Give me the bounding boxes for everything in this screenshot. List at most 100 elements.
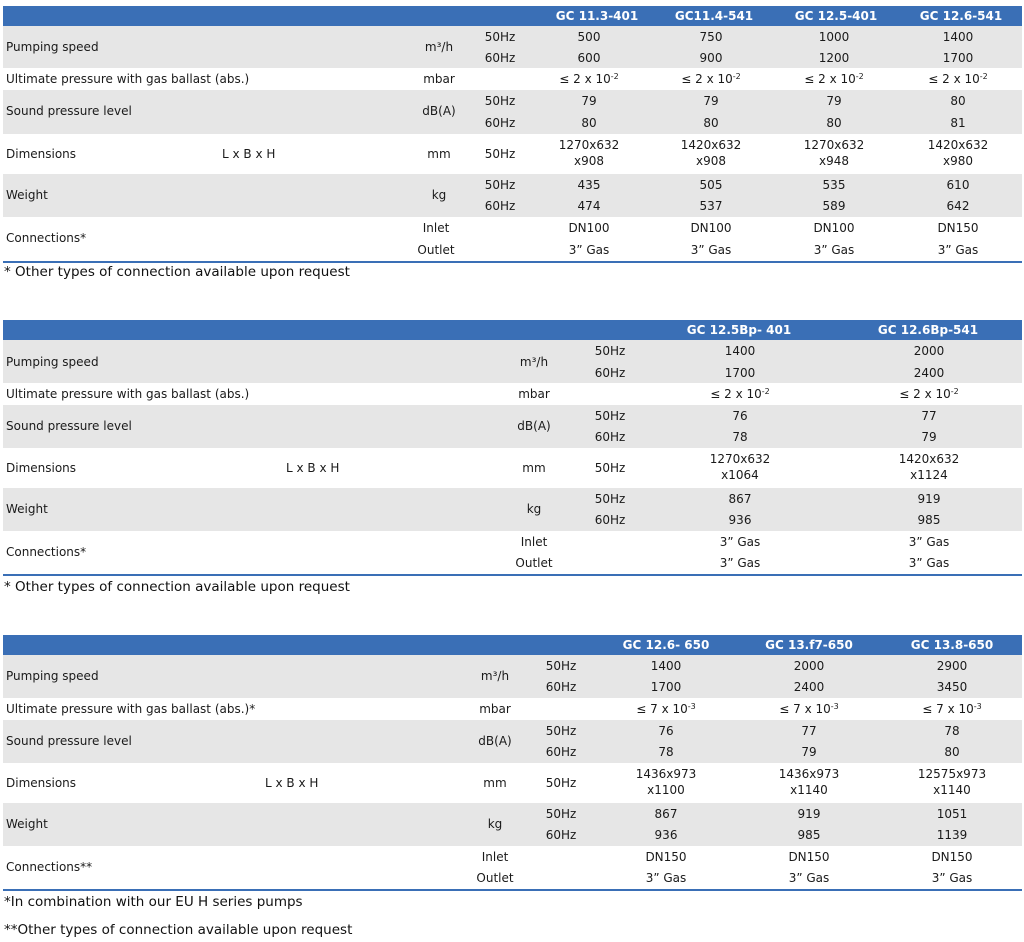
unit: m³/h [519,355,549,369]
value: 610 [946,178,970,192]
value: 500 [577,30,601,44]
value: 79 [801,745,817,759]
value: 750 [699,30,723,44]
value: 77 [921,409,937,423]
table-bottom-rule [3,574,1022,576]
value: 3” Gas [719,556,761,570]
value: 1270x632 x908 [558,138,620,168]
value: 1700 [942,51,974,65]
frequency: 50Hz [484,147,516,161]
value: 3” Gas [937,243,979,257]
value: 1400 [650,659,682,673]
unit: kg [487,817,503,831]
model-header: GC 12.5Bp- 401 [686,323,792,337]
unit: kg [431,188,447,202]
row-label: Ultimate pressure with gas ballast (abs.… [6,387,250,401]
value: 2900 [936,659,968,673]
value: 3” Gas [908,535,950,549]
row-label: Ultimate pressure with gas ballast (abs.… [6,702,256,716]
value: 3” Gas [908,556,950,570]
weight-row: Weight kg 50Hz 60Hz 867 919 936 985 [3,488,1022,531]
value: 3” Gas [719,535,761,549]
table-bottom-rule [3,889,1022,891]
model-header: GC 13.8-650 [910,638,994,652]
frequency: 60Hz [594,430,626,444]
frequency: 50Hz [594,461,626,475]
weight-row: Weight kg 50Hz 60Hz 867 919 1051 936 985… [3,803,1022,846]
frequency: 50Hz [594,492,626,506]
frequency: 50Hz [484,94,516,108]
unit: kg [526,502,542,516]
value: 12575x973 x1140 [917,767,987,797]
value: 474 [577,199,601,213]
value: 537 [699,199,723,213]
unit: mbar [423,72,455,86]
value: 77 [801,724,817,738]
row-label: Sound pressure level [6,734,132,748]
row-label: Pumping speed [6,40,99,54]
frequency: 60Hz [594,513,626,527]
inlet-label: Inlet [520,535,548,549]
model-header: GC 11.3-401 [555,9,639,23]
row-label: Connections** [6,860,93,874]
connections-row: Connections** Inlet Outlet DN150 DN150 D… [3,846,1022,889]
frequency: 60Hz [484,116,516,130]
weight-row: Weight kg 50Hz 60Hz 435 505 535 610 474 … [3,174,1022,217]
value: 1400 [942,30,974,44]
dimensions-row: Dimensions L x B x H mm 50Hz 1270x632 x90… [3,134,1022,174]
frequency: 50Hz [484,178,516,192]
value: 76 [658,724,674,738]
unit: mbar [479,702,511,716]
ultimate-pressure-row: Ultimate pressure with gas ballast (abs.… [3,68,1022,90]
row-label: Dimensions [6,147,77,161]
dimension-axes: L x B x H [222,147,276,161]
frequency: 60Hz [594,366,626,380]
value: 1051 [936,807,968,821]
value: 80 [826,116,842,130]
value: 78 [732,430,748,444]
frequency: 50Hz [545,659,577,673]
table-header: GC 11.3-401 GC11.4-541 GC 12.5-401 GC 12… [3,6,1022,26]
model-header: GC 12.6- 650 [622,638,710,652]
value: ≤ 2 x 10-2 [559,72,619,86]
value: ≤ 7 x 10-3 [779,702,839,716]
dimensions-row: Dimensions L x B x H mm 50Hz 1270x632 x10… [3,448,1022,488]
sound-level-row: Sound pressure level dB(A) 50Hz 60Hz 76 … [3,405,1022,448]
connections-row: Connections* Inlet Outlet DN100 DN100 DN… [3,217,1022,261]
value: 79 [826,94,842,108]
frequency: 50Hz [594,409,626,423]
value: 1436x973 x1140 [778,767,840,797]
value: 505 [699,178,723,192]
frequency: 50Hz [545,724,577,738]
value: ≤ 2 x 10-2 [681,72,741,86]
value: DN150 [931,850,973,864]
dimension-axes: L x B x H [265,776,319,790]
footnote: *In combination with our EU H series pum… [4,894,303,910]
value: 867 [654,807,678,821]
row-label: Connections* [6,545,87,559]
unit: m³/h [424,40,454,54]
footnote: **Other types of connection available up… [4,922,353,938]
value: 1200 [818,51,850,65]
value: 600 [577,51,601,65]
model-header: GC 12.5-401 [794,9,878,23]
spec-table-3: GC 12.6- 650 GC 13.f7-650 GC 13.8-650 Pu… [3,635,1022,891]
value: 1139 [936,828,968,842]
unit: m³/h [480,669,510,683]
value: 535 [822,178,846,192]
outlet-label: Outlet [476,871,514,885]
value: 79 [921,430,937,444]
value: 3” Gas [788,871,830,885]
value: 936 [654,828,678,842]
value: 80 [950,94,966,108]
outlet-label: Outlet [417,243,455,257]
value: DN150 [645,850,687,864]
dimensions-row: Dimensions L x B x H mm 50Hz 1436x973 x11… [3,763,1022,803]
unit: mbar [518,387,550,401]
value: 80 [581,116,597,130]
inlet-label: Inlet [481,850,509,864]
row-label: Pumping speed [6,669,99,683]
ultimate-pressure-row: Ultimate pressure with gas ballast (abs.… [3,383,1022,405]
row-label: Connections* [6,231,87,245]
value: 76 [732,409,748,423]
